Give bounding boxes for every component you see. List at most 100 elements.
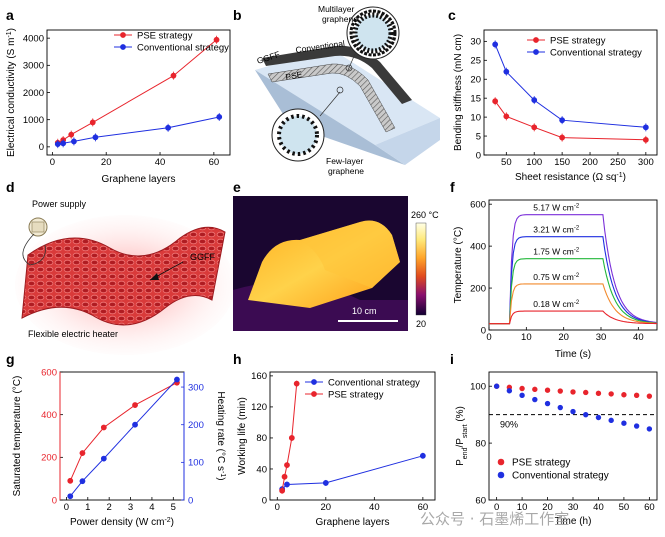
data-point (557, 404, 563, 411)
legend-label: Conventional strategy (550, 48, 642, 59)
series-line (489, 236, 658, 325)
plot-frame (269, 371, 436, 501)
x-tick-label: 60 (644, 502, 655, 513)
y-tick-label: 20 (470, 75, 481, 86)
x-tick-label: 40 (155, 157, 166, 168)
data-point (67, 493, 74, 500)
data-point (646, 393, 653, 399)
chart-c-bending-stiffness: 50 100 150 200 250 300 0 5 10 15 20 25 30 PSE strateg… (453, 29, 658, 184)
data-point (281, 473, 288, 480)
label-flexible-heater: Flexible electric heater (28, 329, 118, 339)
series-label: 1.75 W cm-2 (533, 247, 579, 257)
y2-axis-label: Heating rate (°C s-1) (215, 391, 227, 480)
data-point (174, 376, 180, 383)
legend-marker (120, 32, 126, 38)
x-tick-label: 30 (596, 332, 607, 343)
panel-label-d: d (6, 179, 15, 195)
x-tick-label: 0 (64, 502, 69, 513)
x-tick-label: 0 (50, 157, 55, 168)
y-tick-label: 0 (39, 142, 44, 153)
label-graphene-1: graphene (322, 14, 358, 24)
chart-g-saturated-temperature: 0 1 2 3 4 5 0 200 400 600 0 100 200 300 Power density … (12, 367, 227, 528)
data-point (493, 383, 500, 389)
substrate-front (375, 118, 440, 165)
label-part: ) (623, 172, 626, 183)
data-point (132, 402, 138, 408)
colorbar (415, 222, 427, 316)
x-tick-label: 0 (494, 502, 499, 513)
y-tick-label: 1000 (23, 115, 44, 126)
label-part: Electrical conductivity (S m (6, 38, 17, 157)
legend-marker (533, 37, 539, 43)
data-point (544, 387, 551, 393)
heater-mesh (21, 226, 226, 326)
plot-frame (483, 29, 658, 156)
y-tick-label: 600 (41, 367, 57, 378)
y-tick-label: 2000 (23, 88, 44, 99)
series-line (489, 310, 657, 325)
legend-marker (533, 49, 539, 55)
label-part: -2 (574, 300, 579, 306)
data-point (583, 389, 589, 396)
data-point (621, 420, 627, 426)
y-tick-label: 400 (41, 410, 57, 421)
series-label: 3.21 W cm-2 (533, 225, 579, 235)
legend-label: PSE strategy (550, 36, 606, 47)
y-tick-label: 10 (470, 112, 481, 123)
panel-d-illustration: Power supply GGFF Flexible electric heat… (15, 199, 235, 355)
label-part: -2 (164, 517, 170, 524)
y-axis-label: Electrical conductivity (S m-1) (6, 28, 18, 157)
label-part: -2 (574, 204, 579, 210)
chart-i-power-retention: 0 10 20 30 40 50 60 60 80 100 90% PSE strategy Conve… (455, 371, 658, 527)
label-part: Heating rate (°C s (215, 391, 226, 471)
label-part: -2 (574, 273, 579, 279)
y-axis-label: Working life (min) (237, 397, 248, 475)
data-point (284, 481, 290, 488)
y2-tick-label: 300 (188, 382, 204, 393)
x-tick-label: 1 (85, 502, 90, 513)
x-tick-label: 50 (501, 157, 512, 168)
data-point (608, 417, 614, 424)
x-tick-label: 40 (633, 332, 644, 343)
data-point (633, 392, 640, 399)
label-part: Power density (W cm (70, 517, 164, 528)
y-tick-label: 40 (256, 464, 267, 475)
legend-marker (497, 458, 505, 466)
data-point (279, 487, 286, 494)
label-pse: PSE (285, 69, 304, 82)
data-point (532, 396, 538, 403)
series-label: 5.17 W cm-2 (533, 203, 579, 213)
x-axis-label: Graphene layers (316, 517, 390, 528)
data-point (532, 386, 538, 393)
data-point (531, 124, 538, 131)
x-tick-label: 40 (369, 502, 380, 513)
y-axis-label: Saturated temperature (°C) (12, 376, 23, 497)
threshold-label: 90% (500, 420, 518, 430)
scalebar-label: 10 cm (352, 306, 377, 316)
data-point (557, 388, 563, 394)
label-part: 0.18 W cm (533, 299, 574, 309)
data-point (559, 134, 566, 141)
y-tick-label: 160 (251, 371, 267, 382)
data-point (170, 72, 177, 79)
x-axis-label: Graphene layers (102, 174, 176, 185)
x-axis-label: Sheet resistance (Ω sq-1) (515, 172, 626, 184)
label-part: 3.21 W cm (533, 225, 574, 235)
panel-b-schematic: Multilayer graphene Conventional GGFF PS… (255, 4, 440, 176)
legend-label: PSE strategy (328, 390, 384, 401)
x-tick-label: 0 (275, 502, 280, 513)
data-point (100, 455, 107, 462)
plot-frame (488, 199, 658, 331)
y2-tick-label: 0 (188, 495, 193, 506)
data-point (583, 411, 589, 418)
series-line (489, 283, 658, 325)
data-point (213, 36, 220, 43)
data-point (633, 423, 640, 429)
data-point (570, 389, 576, 395)
substrate-side (255, 70, 405, 165)
x-axis-label: Power density (W cm-2) (70, 517, 174, 529)
label-power-supply: Power supply (32, 199, 87, 209)
label-part: P (455, 459, 466, 466)
legend-label: Conventional strategy (512, 471, 609, 482)
